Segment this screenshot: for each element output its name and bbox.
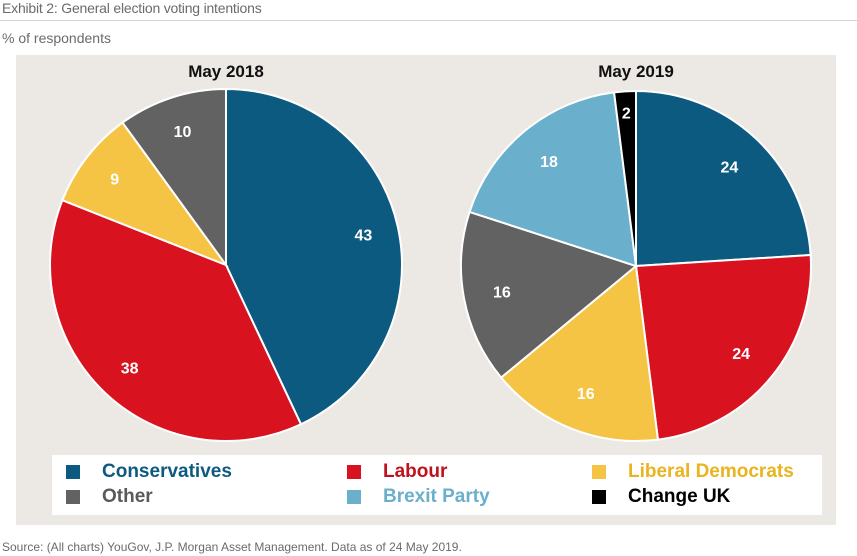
pie-title-may-2018: May 2018 [188, 62, 264, 81]
legend-item-change-uk: Change UK [592, 486, 730, 508]
chart-subtitle: % of respondents [2, 30, 111, 46]
pie-value-label-liberal-democrats: 9 [110, 172, 119, 189]
legend: Conservatives Labour Liberal Democrats O… [52, 455, 822, 515]
legend-swatch [347, 490, 361, 504]
pie-value-label-labour: 38 [121, 361, 139, 378]
pie-slice-labour [49, 198, 303, 442]
pie-slice-change-uk [612, 89, 637, 267]
pie-slice-labour [634, 253, 812, 441]
legend-swatch [66, 465, 80, 479]
legend-label: Other [102, 486, 153, 507]
pie-slice-other [121, 87, 227, 269]
legend-item-labour: Labour [347, 461, 447, 483]
legend-swatch [66, 490, 80, 504]
legend-swatch [347, 465, 361, 479]
pie-value-label-other: 16 [493, 285, 511, 302]
pie-value-label-brexit-party: 18 [540, 154, 558, 171]
source-note: Source: (All charts) YouGov, J.P. Morgan… [2, 540, 462, 554]
legend-label: Labour [383, 461, 448, 482]
header-rule [0, 20, 857, 21]
pie-value-label-change-uk: 2 [622, 105, 631, 122]
pie-slice-liberal-democrats [499, 264, 660, 442]
pie-may-2018: 43 38 9 10 [49, 87, 403, 442]
chart-exhibit-title: Exhibit 2: General election voting inten… [2, 0, 262, 16]
pie-title-may-2019: May 2019 [598, 62, 674, 81]
pie-value-label-conservatives: 24 [721, 159, 739, 176]
pie-slice-other [460, 210, 639, 379]
pie-value-label-conservatives: 43 [355, 227, 373, 244]
pie-value-label-liberal-democrats: 16 [577, 386, 595, 403]
legend-item-conservatives: Conservatives [66, 461, 232, 483]
legend-item-liberal-democrats: Liberal Democrats [592, 461, 794, 483]
pie-slice-conservatives [635, 89, 812, 268]
pie-slice-brexit-party [468, 91, 638, 268]
pie-slice-conservatives [225, 87, 403, 426]
pie-slice-liberal-democrats [61, 121, 229, 268]
pie-value-label-other: 10 [174, 124, 192, 141]
legend-item-brexit-party: Brexit Party [347, 486, 490, 508]
legend-label: Conservatives [102, 461, 232, 482]
legend-label: Liberal Democrats [628, 461, 794, 482]
pie-may-2019: 24 24 16 16 18 2 [460, 89, 812, 442]
legend-item-other: Other [66, 486, 153, 508]
legend-label: Brexit Party [383, 486, 490, 507]
legend-swatch [592, 490, 606, 504]
legend-label: Change UK [628, 486, 731, 507]
legend-swatch [592, 465, 606, 479]
pie-value-label-labour: 24 [732, 346, 750, 363]
